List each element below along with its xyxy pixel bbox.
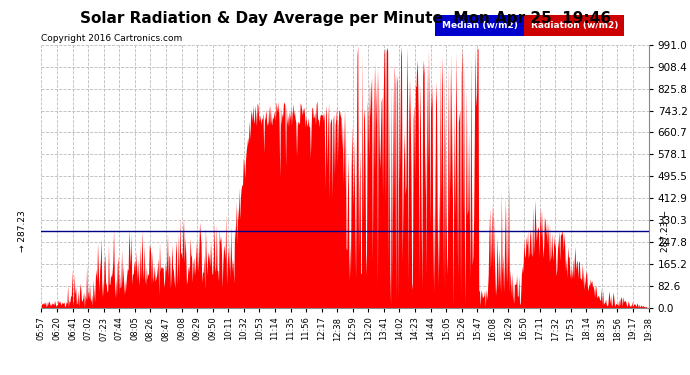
Text: 287.23 ←: 287.23 ← <box>661 210 671 252</box>
Text: Copyright 2016 Cartronics.com: Copyright 2016 Cartronics.com <box>41 34 183 43</box>
Text: Median (w/m2): Median (w/m2) <box>442 21 518 30</box>
Text: Radiation (w/m2): Radiation (w/m2) <box>531 21 618 30</box>
Text: Solar Radiation & Day Average per Minute  Mon Apr 25  19:46: Solar Radiation & Day Average per Minute… <box>79 11 611 26</box>
Text: → 287.23: → 287.23 <box>18 210 28 252</box>
